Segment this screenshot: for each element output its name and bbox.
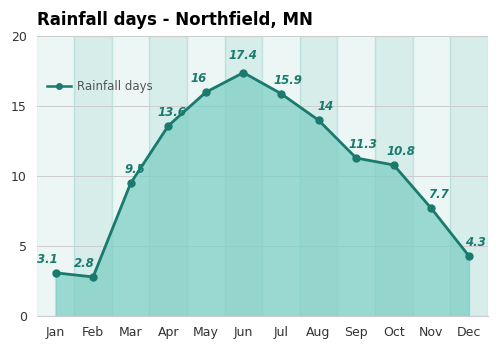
Bar <box>300 36 338 316</box>
Text: Rainfall days - Northfield, MN: Rainfall days - Northfield, MN <box>36 11 312 29</box>
Text: 11.3: 11.3 <box>348 138 378 151</box>
Text: 14: 14 <box>318 100 334 113</box>
Text: 16: 16 <box>191 72 207 85</box>
Text: 13.6: 13.6 <box>158 106 187 119</box>
Text: 7.7: 7.7 <box>428 188 448 202</box>
Text: 2.8: 2.8 <box>74 257 95 270</box>
Text: 17.4: 17.4 <box>229 49 258 62</box>
Bar <box>450 36 488 316</box>
Text: 10.8: 10.8 <box>386 145 415 158</box>
Bar <box>74 36 112 316</box>
Bar <box>187 36 224 316</box>
Legend: Rainfall days: Rainfall days <box>42 76 158 98</box>
Text: 3.1: 3.1 <box>37 253 58 266</box>
Bar <box>224 36 262 316</box>
Text: 15.9: 15.9 <box>274 74 302 87</box>
Bar <box>375 36 412 316</box>
Text: 9.5: 9.5 <box>124 163 145 176</box>
Bar <box>412 36 450 316</box>
Bar <box>262 36 300 316</box>
Bar <box>150 36 187 316</box>
Bar <box>338 36 375 316</box>
Text: 4.3: 4.3 <box>466 236 486 249</box>
Bar <box>36 36 74 316</box>
Bar <box>112 36 150 316</box>
